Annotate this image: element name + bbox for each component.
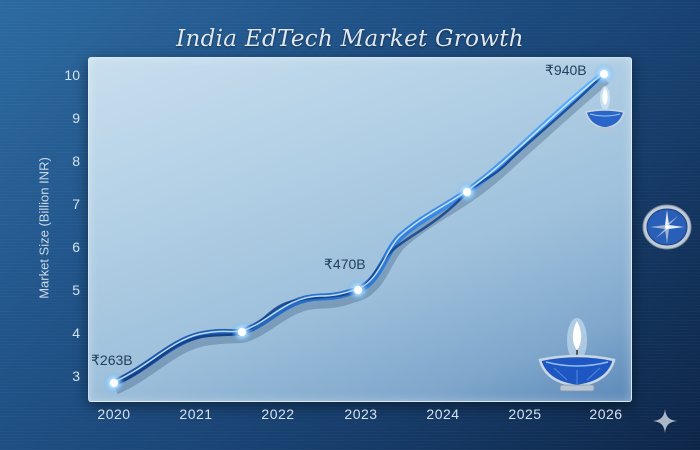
diya-lamp-icon	[538, 318, 616, 392]
y-tick: 4	[72, 325, 80, 341]
y-tick: 10	[64, 67, 80, 83]
x-tick: 2021	[179, 406, 213, 422]
data-point-nodes	[103, 63, 615, 394]
diya-lamp-icon	[585, 86, 625, 130]
y-tick: 7	[72, 196, 80, 212]
annotation-start-value: ₹263B	[91, 352, 133, 368]
y-tick: 8	[72, 153, 80, 169]
x-tick: 2026	[589, 406, 623, 422]
x-tick: 2025	[508, 406, 542, 422]
y-tick: 3	[72, 368, 80, 384]
x-tick: 2022	[261, 406, 295, 422]
x-tick: 2023	[344, 406, 378, 422]
x-tick: 2020	[97, 406, 131, 422]
y-tick: 9	[72, 110, 80, 126]
sparkle-icon	[653, 409, 677, 433]
compass-icon	[642, 204, 692, 250]
y-tick: 5	[72, 282, 80, 298]
annotation-end-value: ₹940B	[545, 62, 587, 78]
chart-title: India EdTech Market Growth	[176, 26, 524, 52]
annotation-mid-value: ₹470B	[324, 256, 366, 272]
x-tick: 2024	[426, 406, 460, 422]
y-tick: 6	[72, 239, 80, 255]
